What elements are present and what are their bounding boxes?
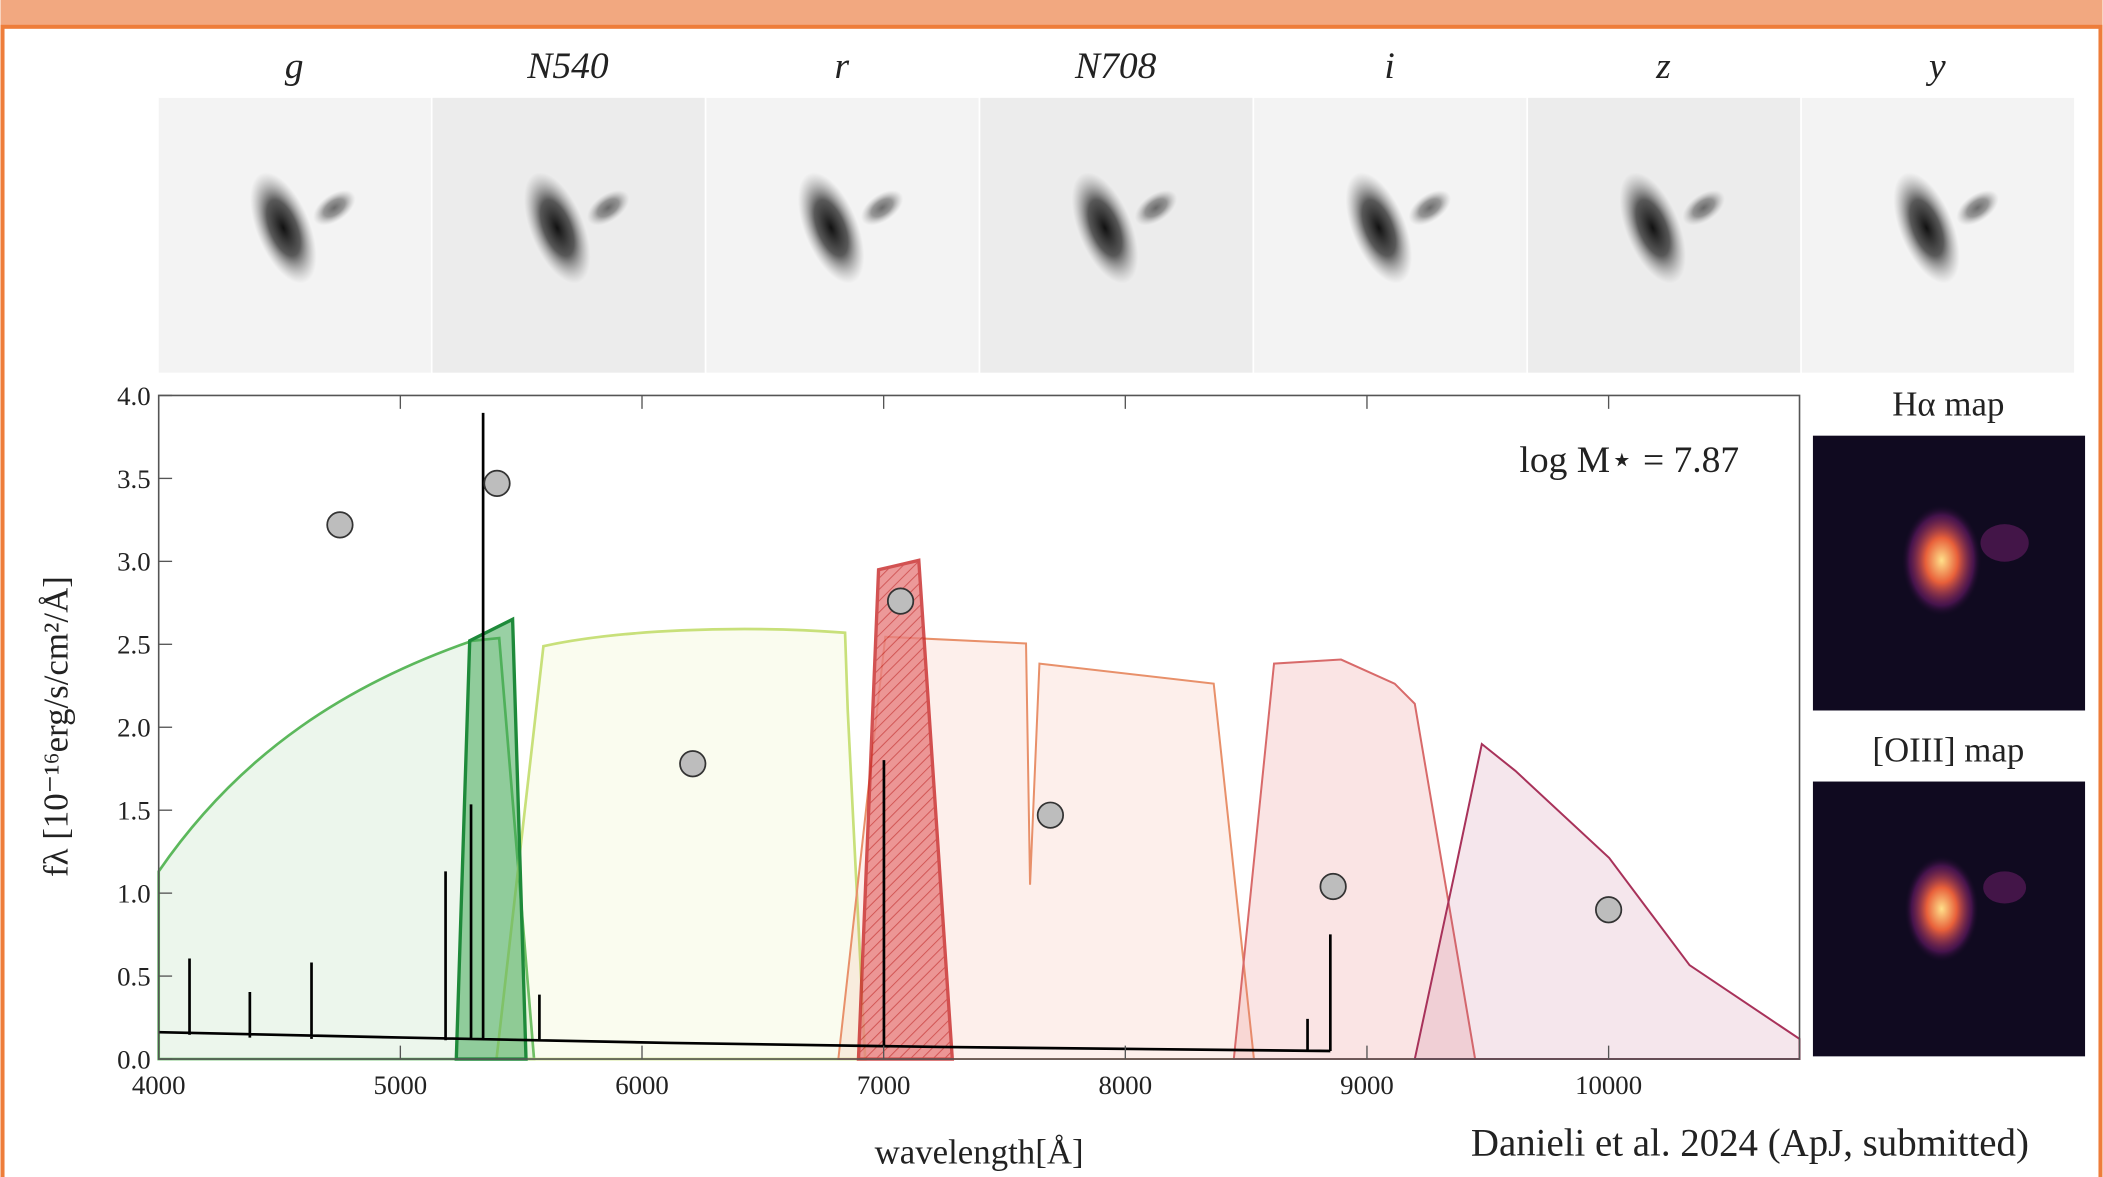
x-axis-label: wavelength[Å] bbox=[875, 1133, 1084, 1172]
x-tick-label: 8000 bbox=[1099, 1070, 1153, 1100]
galaxy bbox=[1893, 172, 1960, 284]
map-blob bbox=[1980, 524, 2029, 562]
y-tick-label: 1.5 bbox=[117, 796, 151, 826]
galaxy-companion bbox=[1408, 190, 1452, 226]
galaxy bbox=[1619, 172, 1686, 284]
filter-r bbox=[495, 627, 867, 1061]
y-tick-label: 3.0 bbox=[117, 547, 151, 577]
x-tick-label: 4000 bbox=[132, 1070, 186, 1100]
data-point bbox=[1036, 801, 1065, 829]
y-tick-label: 1.0 bbox=[117, 879, 151, 909]
cutout-label: r bbox=[835, 46, 850, 87]
map-blob bbox=[1904, 855, 1980, 963]
y-tick-label: 0.5 bbox=[117, 961, 151, 991]
frame bbox=[0, 24, 2103, 1177]
map-blob bbox=[1901, 504, 1982, 617]
y-tick-label: 4.0 bbox=[117, 381, 151, 411]
galaxy bbox=[797, 172, 865, 284]
citation: Danieli et al. 2024 (ApJ, submitted) bbox=[1471, 1122, 2029, 1165]
x-tick-label: 9000 bbox=[1340, 1070, 1394, 1100]
galaxy bbox=[1071, 172, 1139, 284]
data-point bbox=[1319, 872, 1347, 901]
data-point bbox=[1595, 896, 1623, 924]
map-title: [OIII] map bbox=[1872, 730, 2024, 769]
filter-n540 bbox=[454, 616, 528, 1061]
x-tick-label: 10000 bbox=[1575, 1070, 1642, 1100]
data-point bbox=[886, 587, 915, 615]
galaxy-companion bbox=[1956, 190, 1999, 226]
cutout-label: z bbox=[1655, 46, 1671, 87]
y-tick-label: 3.5 bbox=[117, 464, 151, 494]
galaxy-companion bbox=[313, 190, 356, 226]
y-tick-label: 0.0 bbox=[117, 1044, 151, 1074]
cutouts: g N540 r N708 i z y bbox=[158, 46, 2075, 373]
x-tick-label: 5000 bbox=[374, 1070, 428, 1100]
galaxy-companion bbox=[586, 190, 630, 226]
cutout-label: y bbox=[1925, 46, 1946, 87]
galaxy-companion bbox=[860, 190, 904, 226]
map-title: Hα map bbox=[1892, 385, 2004, 424]
galaxy bbox=[250, 172, 317, 284]
y-axis-label: fλ [10⁻¹⁶erg/s/cm²/Å] bbox=[37, 576, 76, 877]
filter-curves bbox=[157, 558, 1801, 1061]
galaxy-companion bbox=[1682, 190, 1725, 226]
annotation: log M⋆ = 7.87 bbox=[1519, 440, 1739, 481]
plot-frame bbox=[157, 394, 1801, 1060]
galaxy bbox=[1345, 172, 1413, 284]
cutout-label: g bbox=[285, 46, 304, 87]
filter-g bbox=[157, 636, 536, 1061]
y-tick-label: 2.0 bbox=[117, 713, 151, 743]
cutout-label: i bbox=[1384, 46, 1394, 87]
x-tick-label: 6000 bbox=[615, 1070, 669, 1100]
galaxy-companion bbox=[1134, 190, 1178, 226]
galaxy bbox=[523, 172, 591, 284]
spectrum bbox=[158, 412, 1332, 1053]
map-blob bbox=[1983, 871, 2027, 904]
cutout-label: N708 bbox=[1074, 46, 1157, 87]
data-point bbox=[679, 750, 707, 778]
x-tick-label: 7000 bbox=[857, 1070, 911, 1100]
y-tick-label: 2.5 bbox=[117, 630, 151, 660]
data-point bbox=[483, 469, 511, 497]
top-band bbox=[0, 0, 2103, 27]
data-point bbox=[326, 511, 354, 539]
cutout-label: N540 bbox=[526, 46, 609, 87]
